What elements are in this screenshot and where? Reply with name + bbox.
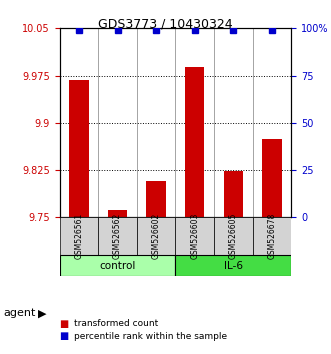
Bar (185, 67, 204, 217)
Text: control: control (99, 261, 136, 271)
Text: GDS3773 / 10430324: GDS3773 / 10430324 (98, 18, 233, 31)
Text: GSM526678: GSM526678 (267, 213, 276, 259)
Bar (224, 171, 243, 217)
Text: ■: ■ (60, 319, 69, 329)
FancyBboxPatch shape (98, 217, 137, 256)
FancyBboxPatch shape (175, 217, 214, 256)
Text: percentile rank within the sample: percentile rank within the sample (74, 332, 228, 341)
FancyBboxPatch shape (214, 217, 253, 256)
Text: agent: agent (3, 308, 36, 318)
FancyBboxPatch shape (60, 256, 175, 276)
FancyBboxPatch shape (253, 217, 291, 256)
Text: GSM526602: GSM526602 (152, 213, 161, 259)
Text: transformed count: transformed count (74, 319, 159, 329)
Bar (146, 181, 166, 217)
FancyBboxPatch shape (60, 217, 98, 256)
Bar (69, 80, 88, 217)
Text: ■: ■ (60, 331, 69, 341)
Bar (262, 139, 282, 217)
Text: GSM526562: GSM526562 (113, 213, 122, 259)
Text: GSM526561: GSM526561 (74, 213, 83, 259)
Text: IL-6: IL-6 (224, 261, 243, 271)
FancyBboxPatch shape (175, 256, 291, 276)
Text: ▶: ▶ (38, 308, 47, 318)
Text: GSM526605: GSM526605 (229, 213, 238, 259)
Bar (108, 210, 127, 217)
FancyBboxPatch shape (137, 217, 175, 256)
Text: GSM526603: GSM526603 (190, 213, 199, 259)
